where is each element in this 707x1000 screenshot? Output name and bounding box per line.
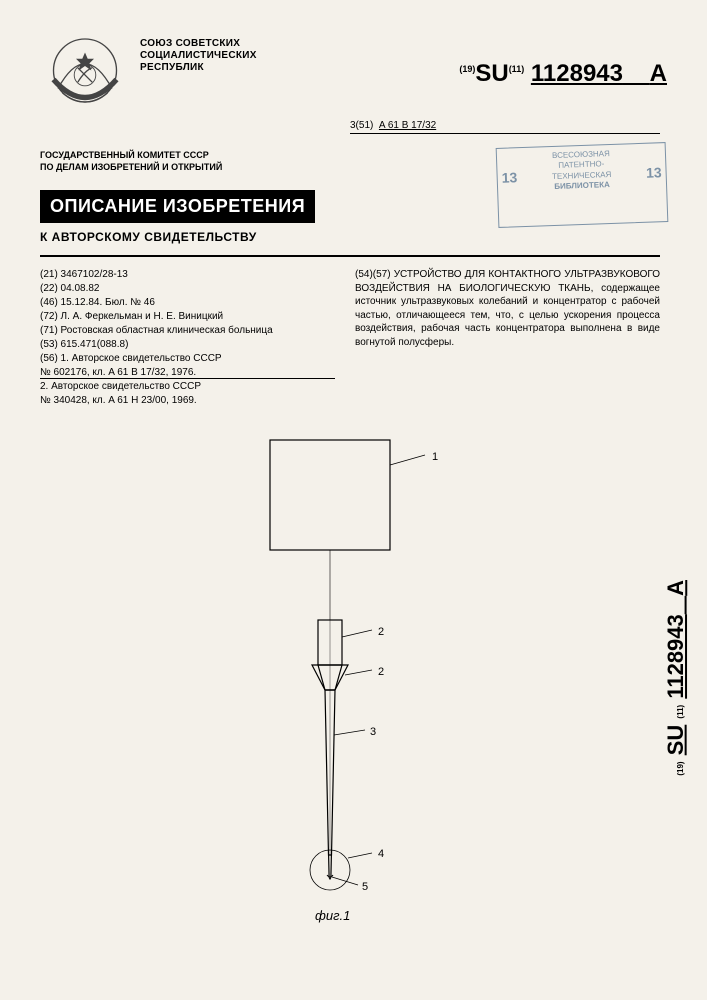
horizontal-rule-mid — [40, 378, 335, 379]
field-56-2a: 2. Авторское свидетельство СССР — [40, 380, 330, 394]
side-publication-code: (19) SU (11) 1128943 A — [663, 580, 689, 776]
pub-prefix-19: (19) — [459, 64, 475, 74]
stamp-num-right: 13 — [646, 163, 662, 182]
republic-line-1: СОЮЗ СОВЕТСКИХ — [140, 38, 257, 50]
fig-label-1: 1 — [432, 451, 438, 463]
fig-label-3: 3 — [370, 726, 376, 738]
pub-number: 1128943 — [531, 60, 623, 87]
field-21: (21) 3467102/28-13 — [40, 268, 330, 282]
side-prefix-19: (19) — [676, 761, 685, 775]
fig-label-5: 5 — [362, 881, 368, 893]
ipc-classification: 3(51) A 61 B 17/32 — [350, 120, 660, 134]
field-46: (46) 15.12.84. Бюл. № 46 — [40, 296, 330, 310]
ussr-emblem — [40, 30, 130, 120]
field-22: (22) 04.08.82 — [40, 282, 330, 296]
publication-code: (19)SU(11) 1128943 A — [459, 60, 667, 88]
figure-caption: фиг.1 — [315, 908, 350, 923]
republic-line-3: РЕСПУБЛИК — [140, 62, 257, 74]
library-stamp: 13 13 ВСЕСОЮЗНАЯ ПАТЕНТНО- ТЕХНИЧЕСКАЯ Б… — [496, 142, 669, 228]
pub-prefix-11: (11) — [509, 64, 525, 74]
stamp-num-left: 13 — [501, 168, 517, 187]
bibliography-column: (21) 3467102/28-13 (22) 04.08.82 (46) 15… — [40, 268, 330, 408]
pub-su: SU — [475, 60, 508, 87]
abstract-column: (54)(57) УСТРОЙСТВО ДЛЯ КОНТАКТНОГО УЛЬТ… — [355, 268, 660, 349]
ipc-prefix: 3(51) — [350, 120, 373, 131]
field-56-intro: (56) 1. Авторское свидетельство СССР — [40, 352, 330, 366]
republic-text: СОЮЗ СОВЕТСКИХ СОЦИАЛИСТИЧЕСКИХ РЕСПУБЛИ… — [140, 38, 257, 74]
figure-1: 1 2 2 3 4 5 фиг.1 — [200, 435, 460, 935]
field-72: (72) Л. А. Феркельман и Н. Е. Виницкий — [40, 310, 330, 324]
committee-text: ГОСУДАРСТВЕННЫЙ КОМИТЕТ СССР ПО ДЕЛАМ ИЗ… — [40, 150, 222, 173]
abstract-label: (54)(57) — [355, 269, 394, 280]
side-prefix-11: (11) — [676, 705, 685, 719]
field-71: (71) Ростовская областная клиническая бо… — [40, 324, 330, 338]
horizontal-rule-top — [40, 255, 660, 257]
document-subtitle: К АВТОРСКОМУ СВИДЕТЕЛЬСТВУ — [40, 230, 257, 244]
side-su: SU — [663, 725, 688, 756]
field-56-2b: № 340428, кл. A 61 H 23/00, 1969. — [40, 394, 330, 408]
side-suffix: A — [663, 580, 688, 596]
ipc-code: A 61 B 17/32 — [379, 120, 436, 131]
committee-line-1: ГОСУДАРСТВЕННЫЙ КОМИТЕТ СССР — [40, 150, 222, 162]
document-title: ОПИСАНИЕ ИЗОБРЕТЕНИЯ — [40, 190, 315, 223]
side-number: 1128943 — [663, 614, 688, 698]
committee-line-2: ПО ДЕЛАМ ИЗОБРЕТЕНИЙ И ОТКРЫТИЙ — [40, 162, 222, 174]
republic-line-2: СОЦИАЛИСТИЧЕСКИХ — [140, 50, 257, 62]
fig-label-4: 4 — [378, 848, 384, 860]
field-53: (53) 615.471(088.8) — [40, 338, 330, 352]
fig-label-2a: 2 — [378, 626, 384, 638]
fig-label-2b: 2 — [378, 666, 384, 678]
pub-suffix: A — [650, 60, 667, 87]
